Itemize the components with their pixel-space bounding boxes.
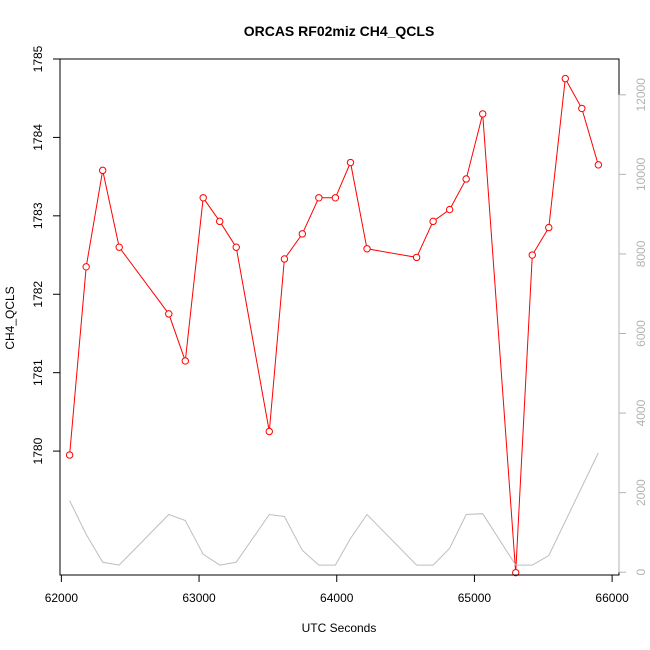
x-tick-label: 64000 bbox=[320, 591, 354, 605]
x-tick-label: 66000 bbox=[595, 591, 629, 605]
data-point bbox=[594, 161, 603, 169]
data-point bbox=[298, 230, 307, 238]
y2-tick-label: 12000 bbox=[634, 78, 648, 112]
y-axis-label: CH4_QCLS bbox=[3, 286, 17, 349]
plot-frame bbox=[59, 58, 620, 576]
x-tick-label: 62000 bbox=[45, 591, 79, 605]
data-point bbox=[82, 263, 90, 271]
y-tick-label: 1782 bbox=[31, 281, 45, 308]
y-tick-label: 1784 bbox=[31, 124, 45, 151]
data-point bbox=[115, 243, 123, 251]
axis-layer: 62000 63000 64000 65000 66000 1780 1781 1782 178… bbox=[31, 45, 648, 605]
data-point bbox=[280, 255, 289, 263]
data-point bbox=[315, 194, 323, 202]
data-point bbox=[199, 194, 207, 202]
series-line-left bbox=[69, 76, 599, 573]
series-line-right bbox=[69, 452, 599, 566]
data-point bbox=[265, 427, 273, 436]
y-tick-label: 1785 bbox=[31, 45, 45, 72]
data-point bbox=[545, 223, 553, 232]
data-point bbox=[578, 104, 586, 113]
data-point bbox=[346, 158, 355, 167]
data-point bbox=[181, 357, 189, 365]
y2-tick-label: 4000 bbox=[634, 399, 648, 426]
y-tick-label: 1780 bbox=[31, 437, 45, 464]
data-point bbox=[216, 217, 224, 226]
y2-tick-label: 10000 bbox=[634, 157, 648, 191]
y2-tick-label: 2000 bbox=[634, 479, 648, 506]
y2-tick-label: 6000 bbox=[634, 320, 648, 347]
data-point bbox=[445, 205, 454, 214]
y2-tick-label: 8000 bbox=[634, 240, 648, 267]
data-point bbox=[363, 245, 371, 253]
data-point bbox=[165, 310, 173, 318]
data-point bbox=[331, 194, 340, 202]
chart-title: ORCAS RF02miz CH4_QCLS bbox=[244, 23, 435, 39]
data-point bbox=[528, 251, 536, 259]
y-tick-label: 1783 bbox=[31, 202, 45, 229]
x-axis-label: UTC Seconds bbox=[302, 621, 377, 635]
data-point bbox=[429, 217, 437, 226]
data-point bbox=[561, 74, 570, 83]
y-tick-label: 1781 bbox=[31, 359, 45, 386]
x-tick-label: 65000 bbox=[458, 591, 492, 605]
data-point bbox=[478, 110, 487, 118]
data-point bbox=[512, 568, 520, 577]
data-point bbox=[232, 243, 240, 251]
x-tick-label: 63000 bbox=[182, 591, 216, 605]
data-point bbox=[65, 451, 74, 459]
data-point bbox=[462, 175, 470, 183]
series-layer bbox=[65, 74, 603, 577]
data-point bbox=[412, 253, 421, 262]
data-point bbox=[98, 166, 107, 175]
y2-tick-label: 0 bbox=[634, 569, 648, 576]
